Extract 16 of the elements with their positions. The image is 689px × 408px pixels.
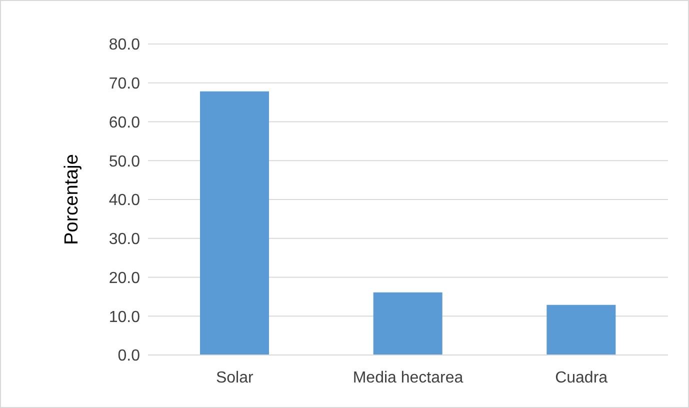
bar: [200, 91, 269, 355]
y-tick-label: 20.0: [108, 270, 140, 287]
y-tick-label: 30.0: [108, 231, 140, 248]
x-tick-label: Solar: [216, 369, 254, 386]
x-tick-label: Media hectarea: [352, 369, 464, 386]
y-tick-label: 0.0: [118, 348, 140, 365]
bar: [546, 304, 616, 355]
y-tick-label: 80.0: [108, 36, 140, 54]
y-tick-label: 70.0: [108, 76, 140, 93]
y-tick-label: 10.0: [108, 308, 140, 326]
y-tick-label: 40.0: [108, 192, 140, 210]
y-tick-label: 50.0: [108, 153, 140, 170]
y-axis-title: Porcentaje: [62, 154, 83, 245]
bar: [373, 292, 442, 355]
x-tick-label: Cuadra: [555, 369, 608, 386]
y-tick-label: 60.0: [108, 114, 140, 132]
